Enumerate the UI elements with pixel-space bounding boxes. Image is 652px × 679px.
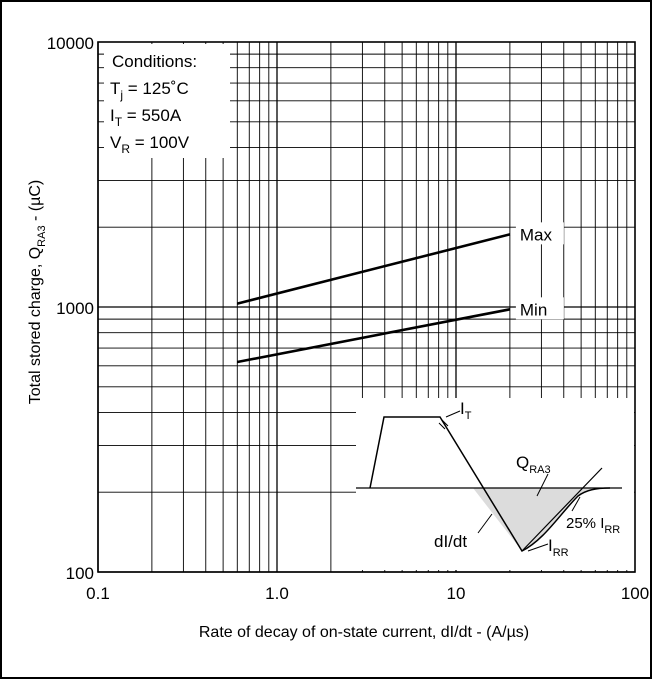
inset-extrapolation-line [521, 467, 603, 552]
tick-labels: 0.1 1.0 10 100 100 1000 10000 [47, 34, 649, 603]
series-line-min [237, 308, 511, 364]
inset-it-label: IT [460, 399, 472, 422]
inset-q-label: QRA3 [516, 453, 551, 476]
y-tick-label: 100 [66, 564, 94, 583]
y-tick-label: 1000 [56, 299, 94, 318]
y-tick-label: 10000 [47, 34, 94, 53]
inset-irr-label: IRR [548, 536, 569, 559]
series-group: Max Min [236, 222, 564, 364]
series-label-min: Min [520, 300, 547, 319]
inset-waveform: IT QRA3 dI/dt IRR 25% IRR [356, 398, 634, 570]
inset-q-leader [536, 473, 549, 497]
x-tick-label: 10 [447, 584, 466, 603]
x-tick-label: 0.1 [86, 584, 110, 603]
inset-didt-leader [477, 513, 493, 534]
inset-irr-leader [527, 543, 549, 552]
x-axis-label: Rate of decay of on-state current, dI/dt… [199, 624, 529, 641]
x-tick-label: 1.0 [265, 584, 289, 603]
inset-didt-label: dI/dt [434, 532, 467, 551]
conditions-box: Conditions: Tj = 125˚C IT = 550A VR = 10… [104, 44, 230, 158]
inset-it-leader [445, 410, 461, 418]
inset-background [356, 398, 634, 570]
conditions-title: Conditions: [112, 52, 197, 71]
y-axis-label: Total stored charge, QRA3 - (µC) [27, 180, 48, 404]
series-label-bg-max [515, 222, 564, 245]
inset-stored-charge-area [473, 488, 596, 551]
inset-pct-label: 25% IRR [566, 515, 620, 536]
x-tick-label: 100 [621, 584, 649, 603]
condition-tj: Tj = 125˚C [110, 79, 189, 102]
inset-break-mark [438, 419, 449, 430]
plot-area-border [97, 41, 636, 573]
condition-vr: VR = 100V [110, 133, 190, 156]
series-label-bg-min [515, 297, 564, 320]
series-label-max: Max [520, 225, 553, 244]
inset-pct-leader [571, 496, 581, 512]
series-line-max [236, 233, 511, 305]
condition-it: IT = 550A [110, 106, 182, 129]
